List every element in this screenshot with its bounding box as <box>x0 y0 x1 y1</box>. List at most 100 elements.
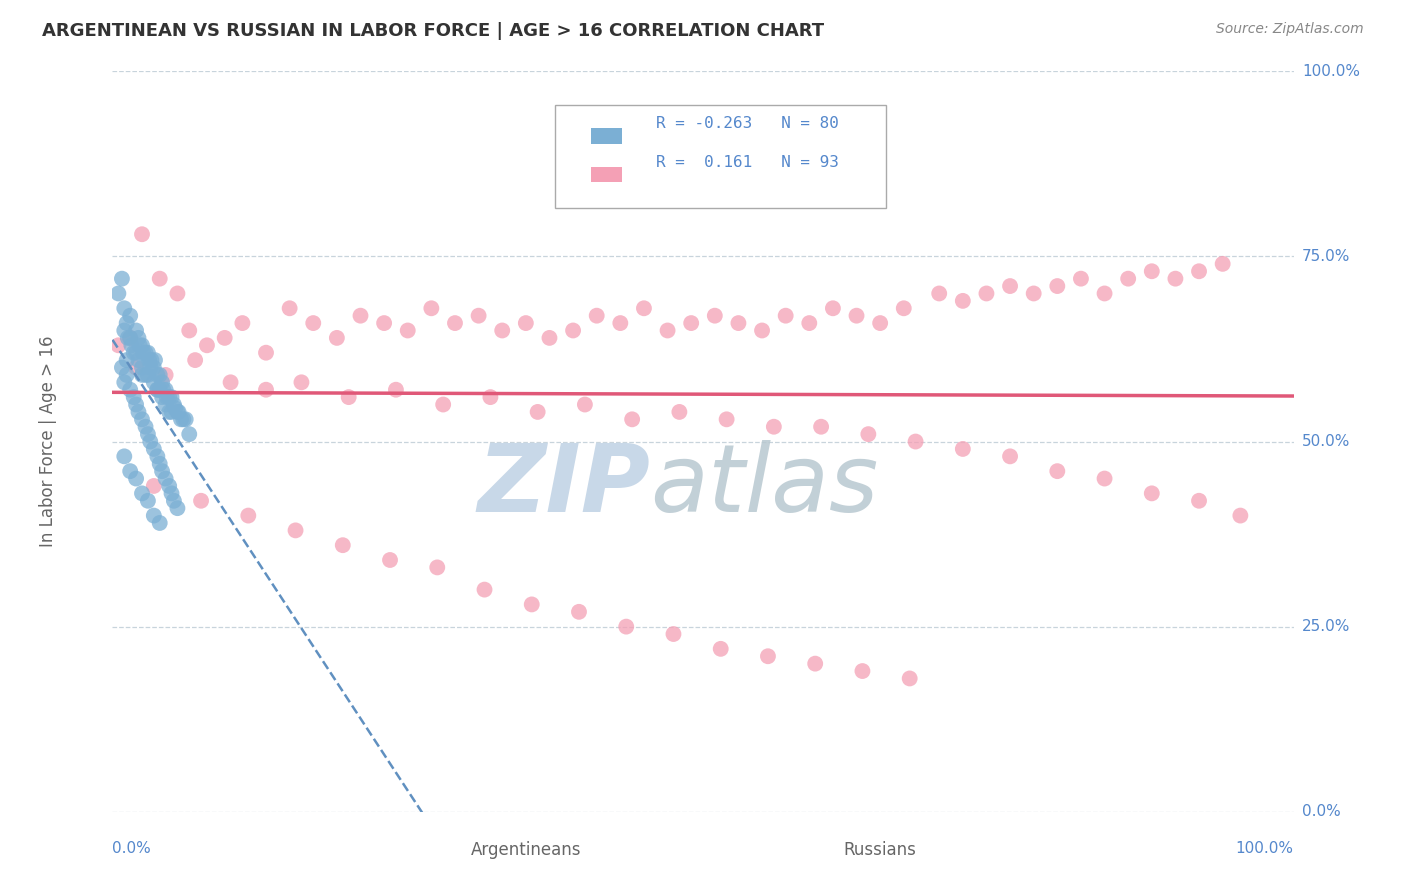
Point <box>142 376 165 390</box>
Point <box>614 619 637 633</box>
Point <box>479 390 502 404</box>
Point <box>136 427 159 442</box>
Point <box>609 316 631 330</box>
Point <box>136 493 159 508</box>
Point <box>851 664 873 678</box>
Point <box>131 412 153 426</box>
Point <box>420 301 443 316</box>
Point <box>135 345 157 359</box>
Point <box>131 486 153 500</box>
Point <box>751 324 773 338</box>
Point <box>155 383 177 397</box>
Point <box>898 672 921 686</box>
Point <box>1140 486 1163 500</box>
Point <box>156 390 179 404</box>
Point <box>138 353 160 368</box>
Point <box>1022 286 1045 301</box>
Point <box>112 301 135 316</box>
Point <box>115 368 138 382</box>
Point <box>120 464 142 478</box>
Point <box>1188 264 1211 278</box>
Point <box>633 301 655 316</box>
FancyBboxPatch shape <box>591 167 623 183</box>
Point <box>1164 271 1187 285</box>
Point <box>125 324 148 338</box>
Point <box>952 442 974 456</box>
Point <box>1116 271 1139 285</box>
Point <box>167 405 190 419</box>
Text: 25.0%: 25.0% <box>1302 619 1350 634</box>
Point <box>952 293 974 308</box>
Point <box>716 412 738 426</box>
Point <box>214 331 236 345</box>
Point <box>120 309 142 323</box>
Point <box>219 376 242 390</box>
Point <box>117 331 139 345</box>
Text: 100.0%: 100.0% <box>1236 841 1294 856</box>
Point <box>125 471 148 485</box>
Point <box>135 368 157 382</box>
Point <box>142 442 165 456</box>
Point <box>574 398 596 412</box>
Text: 50.0%: 50.0% <box>1302 434 1350 449</box>
Point <box>166 286 188 301</box>
Point <box>762 419 785 434</box>
Point <box>976 286 998 301</box>
Point <box>146 368 169 382</box>
Point <box>326 331 349 345</box>
Point <box>120 338 142 352</box>
Point <box>904 434 927 449</box>
Point <box>150 464 173 478</box>
Point <box>928 286 950 301</box>
Point <box>157 479 180 493</box>
Point <box>149 271 172 285</box>
Point <box>150 376 173 390</box>
Text: ZIP: ZIP <box>477 440 650 532</box>
Point <box>131 338 153 352</box>
Point <box>337 390 360 404</box>
Point <box>869 316 891 330</box>
Point <box>131 368 153 382</box>
Point <box>166 501 188 516</box>
Point <box>444 316 467 330</box>
Point <box>149 383 172 397</box>
Point <box>155 398 177 412</box>
Point <box>122 390 145 404</box>
Point <box>149 457 172 471</box>
Text: 0.0%: 0.0% <box>112 841 152 856</box>
Text: Russians: Russians <box>844 841 917 859</box>
Point <box>710 641 733 656</box>
Point <box>125 398 148 412</box>
Point <box>125 345 148 359</box>
Point <box>810 419 832 434</box>
Point <box>681 316 703 330</box>
Point <box>150 390 173 404</box>
Point <box>373 316 395 330</box>
Point <box>278 301 301 316</box>
Point <box>1094 471 1116 485</box>
Point <box>172 412 194 426</box>
Point <box>190 493 212 508</box>
Point <box>120 383 142 397</box>
Point <box>821 301 844 316</box>
Point <box>332 538 354 552</box>
Text: R = -0.263   N = 80: R = -0.263 N = 80 <box>655 117 838 131</box>
Point <box>149 368 172 382</box>
Point <box>160 405 183 419</box>
Point <box>290 376 312 390</box>
Point <box>142 508 165 523</box>
Point <box>115 353 138 368</box>
Point <box>136 368 159 382</box>
Point <box>115 316 138 330</box>
Point <box>727 316 749 330</box>
Point <box>146 383 169 397</box>
Point <box>112 376 135 390</box>
Text: 0.0%: 0.0% <box>1302 805 1340 819</box>
Point <box>526 405 548 419</box>
Point <box>165 401 187 416</box>
Point <box>254 345 277 359</box>
Point <box>195 338 218 352</box>
Point <box>349 309 371 323</box>
Point <box>142 360 165 375</box>
FancyBboxPatch shape <box>555 104 886 209</box>
